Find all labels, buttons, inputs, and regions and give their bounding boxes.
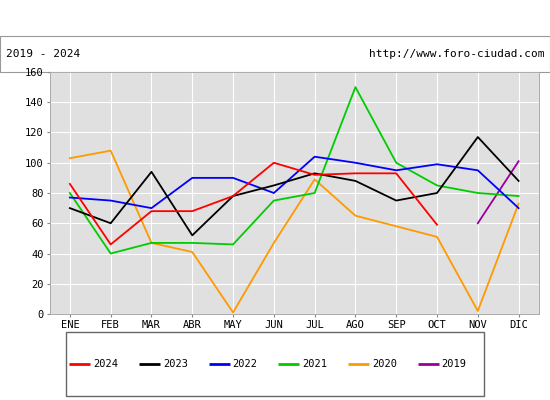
Text: http://www.foro-ciudad.com: http://www.foro-ciudad.com	[369, 49, 544, 59]
Text: 2019: 2019	[442, 359, 466, 369]
Text: 2020: 2020	[372, 359, 397, 369]
Text: 2024: 2024	[93, 359, 118, 369]
Text: 2023: 2023	[163, 359, 188, 369]
Text: 2019 - 2024: 2019 - 2024	[6, 49, 80, 59]
Text: 2022: 2022	[233, 359, 257, 369]
Text: 2021: 2021	[302, 359, 327, 369]
Text: Evolucion Nº Turistas Extranjeros en el municipio de Cabra del Santo Cristo: Evolucion Nº Turistas Extranjeros en el …	[8, 12, 542, 24]
